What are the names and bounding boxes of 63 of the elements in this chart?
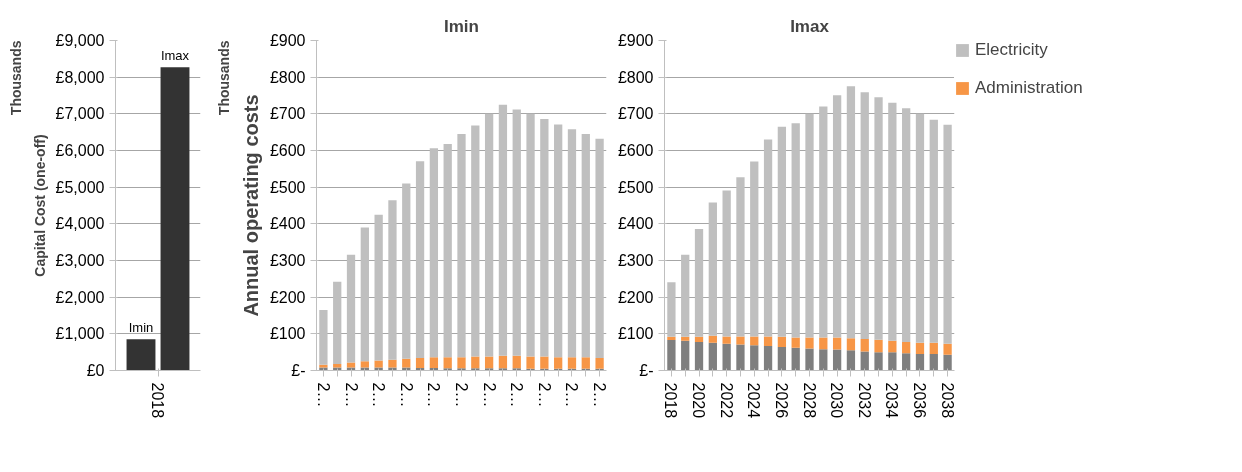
y-tick-label: £300 bbox=[269, 252, 306, 269]
x-tick-label: 2020 bbox=[690, 382, 708, 419]
x-tick-label: 2… bbox=[425, 382, 443, 408]
y-tick-label: £5,000 bbox=[55, 178, 105, 196]
x-tick-label: 2… bbox=[480, 382, 498, 408]
y-tick-label: £600 bbox=[617, 142, 654, 159]
y-tick-label: £900 bbox=[269, 32, 306, 49]
y-tick-label: £500 bbox=[269, 178, 306, 196]
y-tick-label: £- bbox=[639, 362, 654, 379]
x-tick-label: 2036 bbox=[910, 382, 928, 419]
y-tick-label: £400 bbox=[617, 215, 654, 233]
y-tick-label: £1,000 bbox=[55, 325, 105, 343]
x-tick-label: 2018 bbox=[662, 382, 680, 419]
chart-title: Imax bbox=[790, 16, 830, 36]
x-tick-label: 2… bbox=[342, 382, 360, 408]
y-tick-label: £400 bbox=[269, 215, 306, 233]
x-tick-label: 2… bbox=[563, 382, 581, 408]
x-tick-label: 2… bbox=[508, 382, 526, 408]
y-tick-label: £0 bbox=[86, 362, 105, 379]
y-tick-label: £6,000 bbox=[55, 142, 105, 159]
y-tick-label: £100 bbox=[617, 325, 654, 343]
x-tick-label: 2… bbox=[591, 382, 609, 408]
x-tick-label: 2… bbox=[314, 382, 332, 408]
text: Thousands bbox=[7, 40, 24, 116]
y-tick-label: £300 bbox=[617, 252, 654, 269]
legend-label: Electricity bbox=[975, 40, 1049, 60]
x-tick-label: 2032 bbox=[855, 382, 873, 419]
y-tick-label: £4,000 bbox=[55, 215, 105, 233]
y-tick-label: £500 bbox=[617, 178, 654, 196]
x-tick-label: 2018 bbox=[149, 382, 166, 419]
y-tick-label: £8,000 bbox=[55, 68, 105, 86]
x-tick-label: 2028 bbox=[800, 382, 818, 419]
x-tick-label: 2… bbox=[370, 382, 388, 408]
y-tick-label: £600 bbox=[269, 142, 306, 159]
y-tick-label: £900 bbox=[617, 32, 654, 49]
y-tick-label: £200 bbox=[269, 288, 306, 306]
x-tick-label: 2024 bbox=[745, 382, 763, 419]
y-tick-label: £700 bbox=[617, 105, 654, 123]
x-tick-label: 2022 bbox=[717, 382, 735, 419]
y-tick-label: £700 bbox=[269, 105, 306, 123]
y-tick-label: £800 bbox=[617, 68, 654, 86]
x-tick-label: 2026 bbox=[772, 382, 790, 419]
series-label: Imin bbox=[128, 320, 154, 336]
x-tick-label: 2… bbox=[535, 382, 553, 408]
y-axis-title: Capital Cost (one-off) bbox=[31, 134, 48, 277]
y-tick-label: £2,000 bbox=[55, 288, 105, 306]
x-tick-label: 2030 bbox=[828, 382, 846, 419]
x-tick-label: 2… bbox=[397, 382, 415, 408]
y-tick-label: £800 bbox=[269, 68, 306, 86]
x-tick-label: 2… bbox=[453, 382, 470, 408]
x-tick-label: 2038 bbox=[938, 382, 956, 419]
y-tick-label: £7,000 bbox=[55, 105, 105, 123]
y-tick-label: £3,000 bbox=[55, 252, 105, 269]
y-tick-label: £9,000 bbox=[55, 32, 105, 49]
y-axis-title: Annual operating costs bbox=[239, 94, 262, 317]
text: Thousands bbox=[215, 40, 232, 116]
y-tick-label: £- bbox=[291, 362, 306, 379]
series-label: Imax bbox=[160, 48, 190, 64]
y-tick-label: £100 bbox=[269, 325, 306, 343]
x-tick-label: 2034 bbox=[883, 382, 901, 419]
chart-title: Imin bbox=[444, 16, 479, 36]
legend-label: Administration bbox=[975, 78, 1083, 98]
y-tick-label: £200 bbox=[617, 288, 654, 306]
